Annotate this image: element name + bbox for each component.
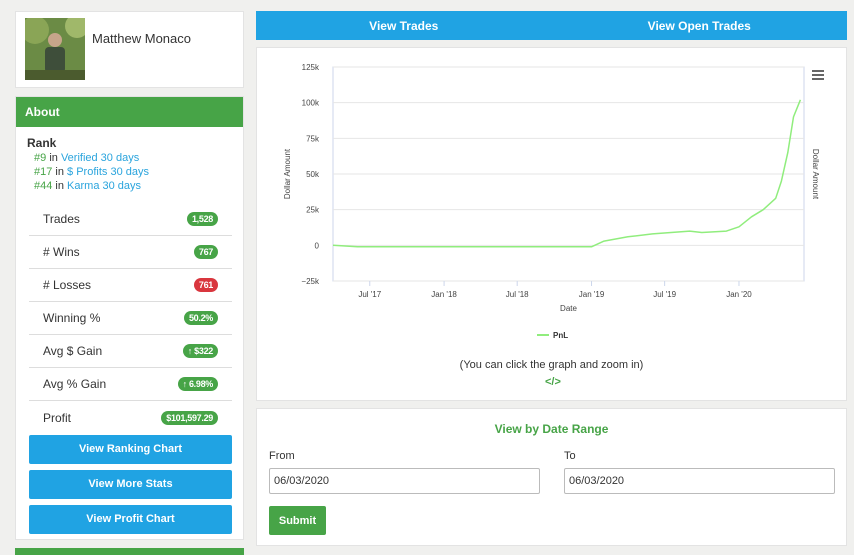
- stat-label: Avg $ Gain: [43, 344, 103, 358]
- from-date-input[interactable]: [269, 468, 540, 494]
- y-axis-title-right: Dollar Amount: [811, 149, 820, 200]
- stat-row-wins: # Wins 767: [29, 236, 232, 269]
- tab-view-trades[interactable]: View Trades: [369, 19, 439, 33]
- zoom-hint: (You can click the graph and zoom in): [459, 359, 644, 371]
- date-range-card: View by Date Range From To Submit: [256, 408, 847, 546]
- y-tick-label: 25k: [306, 206, 320, 215]
- tab-bar: View Trades View Open Trades: [256, 11, 847, 40]
- stat-label: # Wins: [43, 245, 80, 259]
- pnl-chart[interactable]: 125k 100k 75k 50k 25k 0 −25k Jul '17 Jan '18 Jul …: [257, 48, 848, 348]
- y-axis-title: Dollar Amount: [283, 148, 292, 199]
- stat-badge: ↑ 6.98%: [177, 377, 218, 391]
- x-tick-label: Jul '19: [653, 290, 676, 299]
- x-tick-label: Jan '19: [579, 290, 605, 299]
- rank-category-link[interactable]: $ Profits 30 days: [67, 166, 149, 178]
- x-axis-title: Date: [560, 304, 577, 313]
- rank-line: #9 in Verified 30 days: [34, 152, 139, 164]
- profile-card: Matthew Monaco: [15, 11, 244, 88]
- rank-connector: in: [55, 180, 64, 192]
- rank-category-link[interactable]: Verified 30 days: [60, 152, 140, 164]
- chart-card: 125k 100k 75k 50k 25k 0 −25k Jul '17 Jan '18 Jul …: [256, 47, 847, 401]
- stat-label: Avg % Gain: [43, 377, 107, 391]
- view-ranking-chart-button[interactable]: View Ranking Chart: [29, 435, 232, 464]
- rank-line: #44 in Karma 30 days: [34, 180, 141, 192]
- stats-list: Trades 1,528 # Wins 767 # Losses 761 Win…: [29, 203, 232, 434]
- rank-position: #17: [34, 166, 53, 178]
- about-header: About: [16, 97, 243, 127]
- stat-badge: 1,528: [186, 212, 218, 226]
- rank-connector: in: [55, 166, 64, 178]
- stat-label: # Losses: [43, 278, 92, 292]
- stat-row-trades: Trades 1,528: [29, 203, 232, 236]
- date-range-title: View by Date Range: [494, 422, 609, 436]
- y-tick-label: 100k: [302, 99, 320, 108]
- stat-row-avg-pct-gain: Avg % Gain ↑ 6.98%: [29, 368, 232, 401]
- to-label: To: [564, 450, 576, 462]
- code-icon[interactable]: </>: [545, 376, 561, 388]
- rank-title: Rank: [27, 136, 57, 150]
- rank-position: #9: [34, 152, 47, 164]
- hamburger-menu-icon[interactable]: [812, 70, 824, 80]
- stat-row-losses: # Losses 761: [29, 269, 232, 302]
- stat-row-winning-pct: Winning % 50.2%: [29, 302, 232, 335]
- stat-badge: 50.2%: [183, 311, 218, 325]
- view-profit-chart-button[interactable]: View Profit Chart: [29, 505, 232, 534]
- stat-label: Winning %: [43, 311, 101, 325]
- profile-name[interactable]: Matthew Monaco: [92, 31, 191, 46]
- x-tick-label: Jul '18: [506, 290, 529, 299]
- x-tick-label: Jan '18: [431, 290, 457, 299]
- x-tick-label: Jan '20: [726, 290, 752, 299]
- next-card-header: [15, 548, 244, 555]
- stat-badge: 767: [193, 245, 218, 259]
- rank-connector: in: [49, 152, 58, 164]
- from-label: From: [269, 450, 295, 462]
- stat-row-avg-dollar-gain: Avg $ Gain ↑ $322: [29, 335, 232, 368]
- x-tick-label: Jul '17: [358, 290, 381, 299]
- y-tick-label: 0: [315, 241, 320, 250]
- y-tick-label: 50k: [306, 170, 320, 179]
- avatar[interactable]: [25, 18, 85, 80]
- stat-row-profit: Profit $101,597.29: [29, 401, 232, 434]
- y-tick-label: 125k: [302, 63, 320, 72]
- y-tick-label: 75k: [306, 134, 320, 143]
- stat-label: Trades: [43, 212, 80, 226]
- rank-category-link[interactable]: Karma 30 days: [67, 180, 142, 192]
- view-more-stats-button[interactable]: View More Stats: [29, 470, 232, 499]
- submit-button[interactable]: Submit: [269, 506, 326, 535]
- about-card: About Rank #9 in Verified 30 days #17 in…: [15, 96, 244, 540]
- y-tick-label: −25k: [301, 277, 320, 286]
- rank-position: #44: [34, 180, 53, 192]
- stat-badge: ↑ $322: [182, 344, 218, 358]
- legend-item-pnl[interactable]: PnL: [553, 331, 568, 340]
- tab-view-open-trades[interactable]: View Open Trades: [647, 19, 751, 33]
- stat-badge: 761: [193, 278, 218, 292]
- stat-label: Profit: [43, 410, 72, 425]
- rank-line: #17 in $ Profits 30 days: [34, 166, 149, 178]
- series-line-pnl[interactable]: [332, 99, 802, 248]
- stat-badge: $101,597.29: [161, 410, 218, 425]
- to-date-input[interactable]: [564, 468, 835, 494]
